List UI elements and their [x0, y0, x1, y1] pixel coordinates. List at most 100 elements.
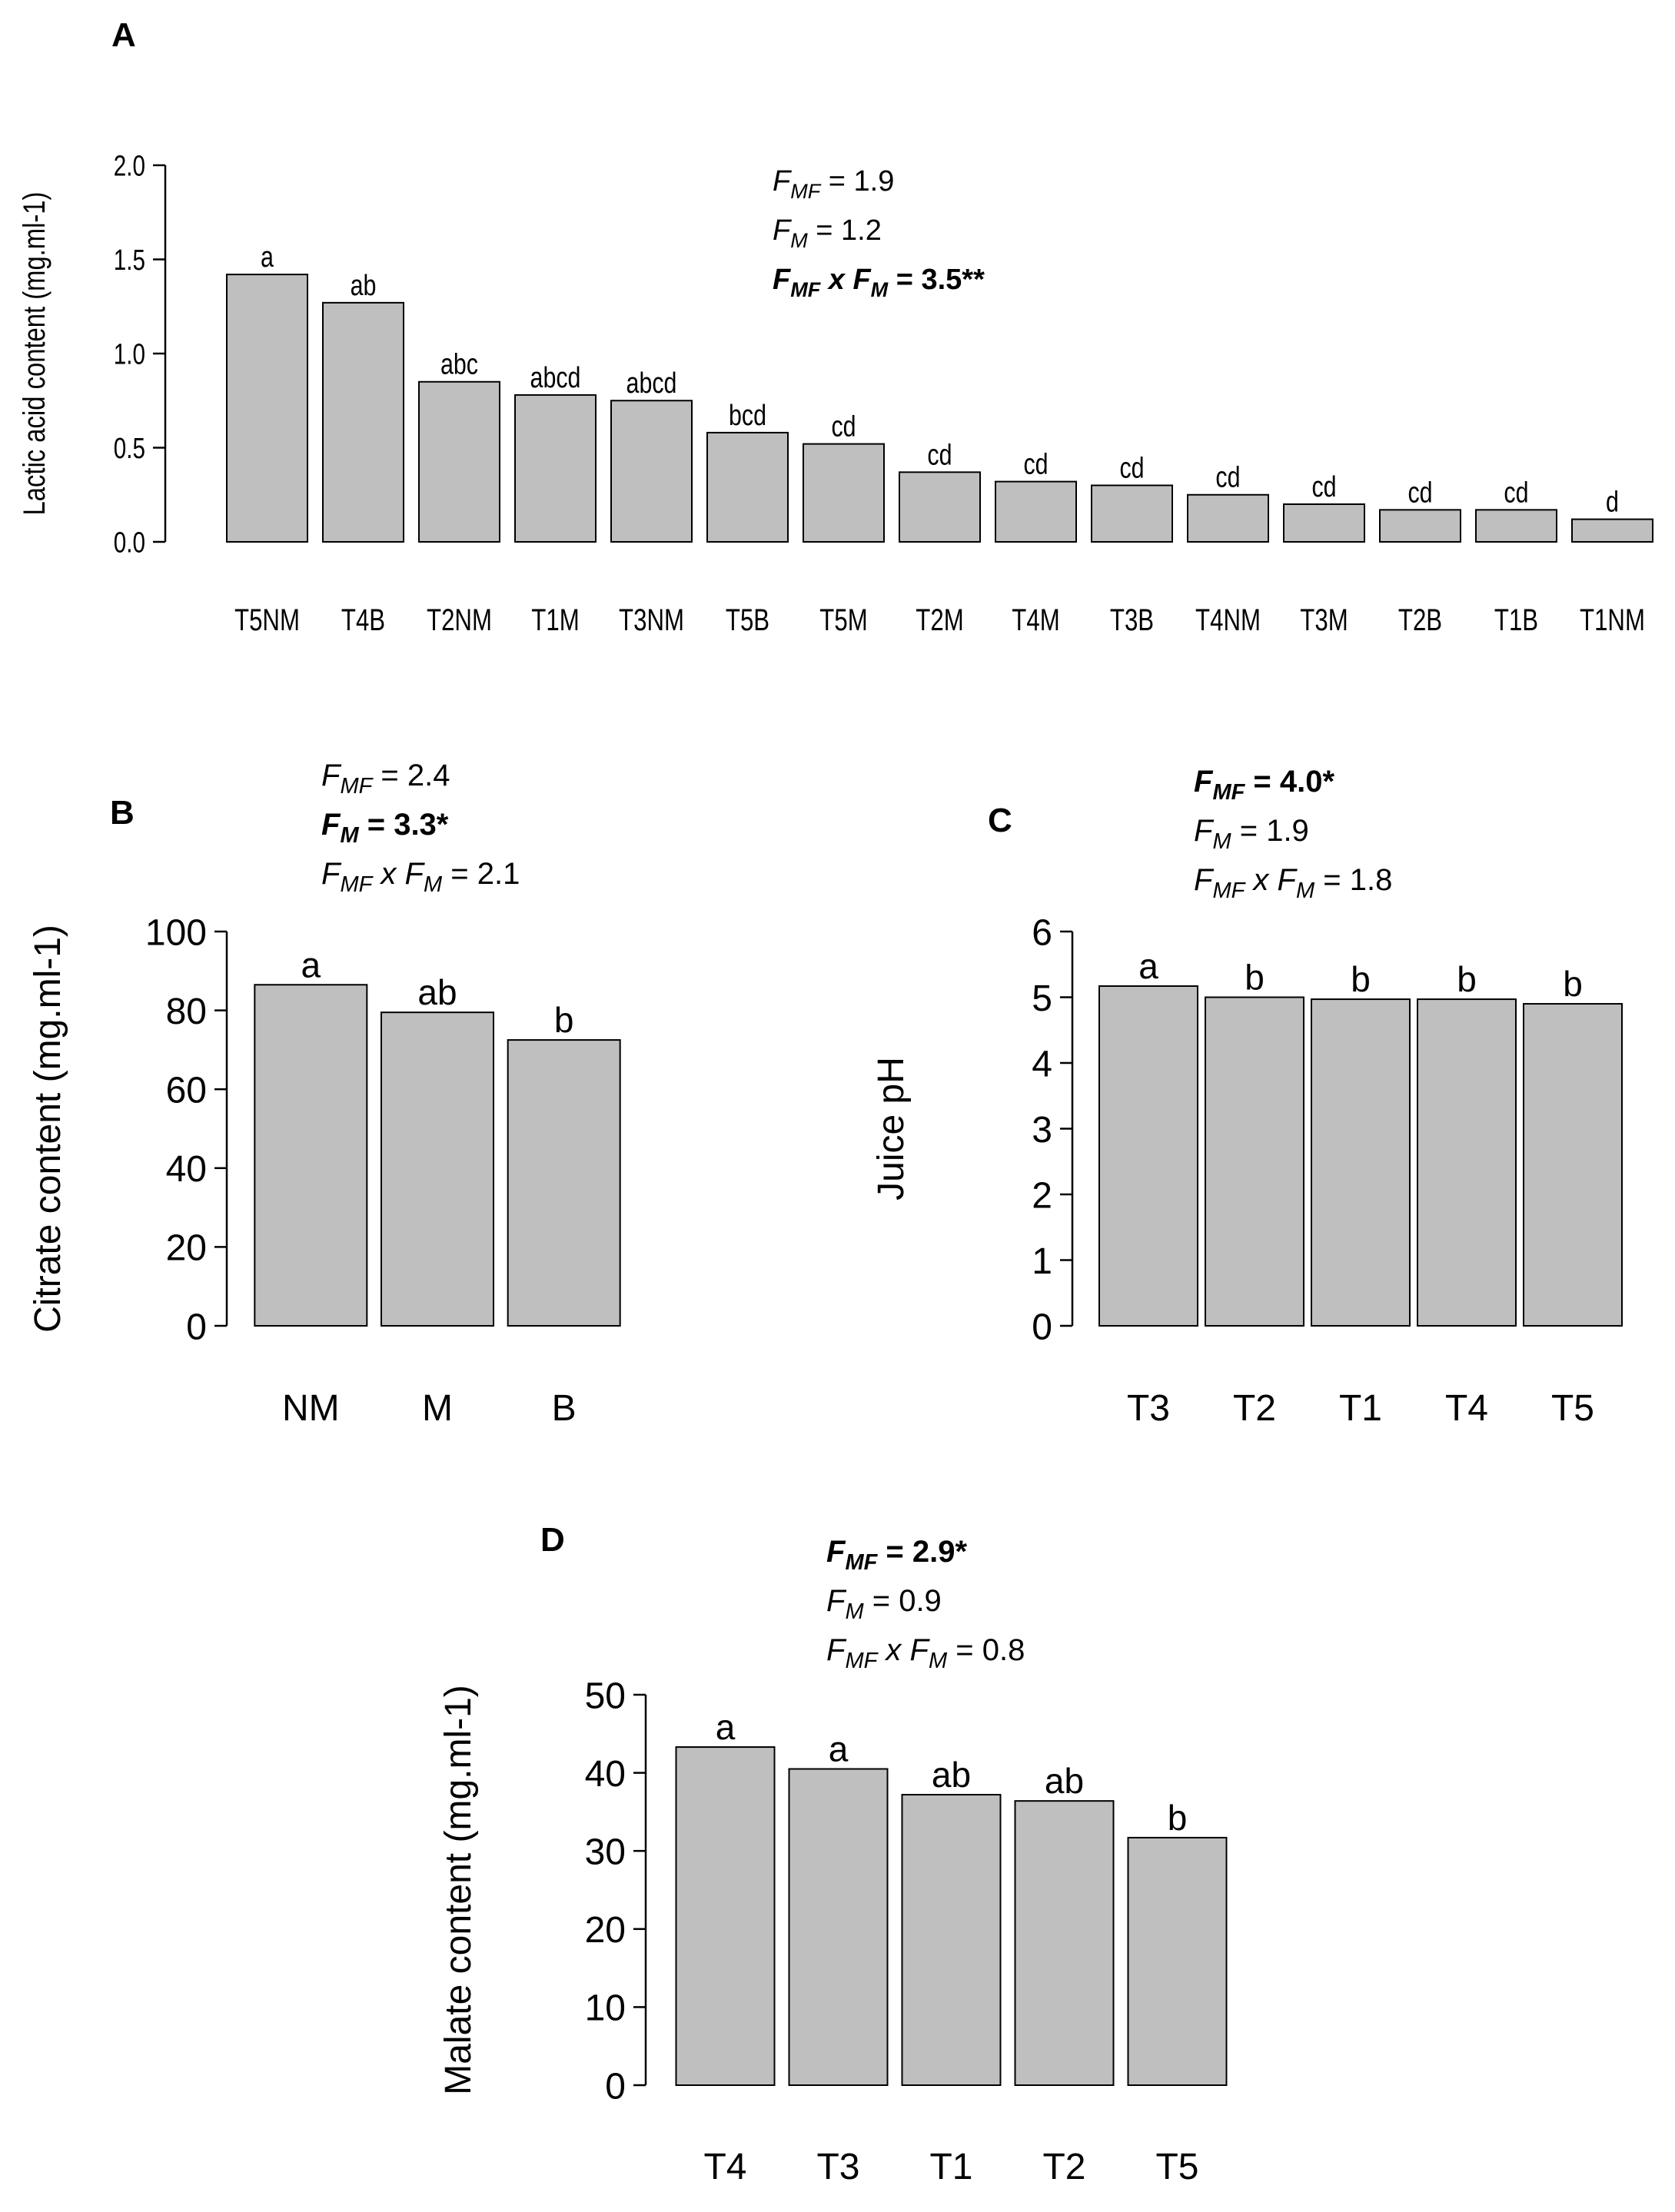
stat-line: FMF = 4.0* [1194, 765, 1335, 805]
significance-letter: ab [417, 972, 457, 1012]
bar-t4 [1417, 998, 1517, 1327]
y-tick-label: 3 [1032, 1110, 1052, 1151]
bar-t4m [995, 480, 1077, 543]
category-label: T1M [531, 603, 579, 637]
significance-letter: d [1606, 486, 1619, 518]
bar-t1m [514, 394, 597, 543]
category-label: T5 [1551, 1388, 1594, 1429]
significance-letter: b [1245, 958, 1265, 998]
stat-line: FMF x FM = 2.1 [321, 857, 520, 897]
significance-letter: b [1351, 959, 1371, 999]
category-label: T2B [1398, 603, 1442, 637]
significance-letter: ab [932, 1755, 971, 1795]
category-label: T4 [703, 2147, 746, 2187]
significance-letter: cd [831, 410, 856, 443]
bar-t5 [1127, 1836, 1228, 2086]
bar-t5m [803, 443, 885, 543]
category-label: T2 [1042, 2147, 1085, 2187]
significance-letter: cd [1407, 477, 1432, 509]
panel-c: C 0 1 2 3 4 5 6 Juice pH a T3 b T2 b T1 b T4 b T5 FMF = 4.0… [871, 765, 1623, 1429]
category-label: T1 [929, 2147, 972, 2187]
significance-letter: b [1168, 1798, 1188, 1838]
panel-d: D 0 10 20 30 40 50 Malate content (mg.ml-1) a T4 a… [438, 1521, 1228, 2187]
stat-line: FM = 1.2 [773, 214, 882, 252]
stats-annotation: FMF = 2.4 FM = 3.3* FMF x FM = 2.1 [321, 759, 520, 897]
panel-letter: D [540, 1521, 565, 1559]
category-label: T2NM [427, 603, 492, 637]
bar-t4 [675, 1746, 776, 2087]
panel-letter: C [988, 802, 1012, 839]
y-tick-label: 0.0 [114, 526, 145, 559]
bar-nm [254, 984, 368, 1327]
stat-line: FMF x FM = 1.8 [1194, 863, 1392, 903]
significance-letter: abcd [530, 362, 581, 394]
y-axis: 0 20 40 60 80 100 [145, 912, 228, 1347]
significance-letter: a [301, 945, 321, 985]
significance-letter: a [261, 241, 274, 274]
category-label: T3B [1110, 603, 1154, 637]
significance-letter: b [554, 1000, 574, 1040]
category-label: T5B [726, 603, 769, 637]
category-label: T4B [341, 603, 385, 637]
stats-annotation: FMF = 1.9 FM = 1.2 FMF x FM = 3.5** [773, 165, 985, 301]
bar-t1 [1311, 998, 1411, 1327]
significance-letter: ab [1045, 1761, 1084, 1801]
stat-line: FMF x FM = 0.8 [826, 1633, 1025, 1673]
bar-t3 [1098, 985, 1198, 1327]
category-label: T4NM [1195, 603, 1261, 637]
significance-letter: cd [1504, 477, 1528, 509]
significance-letter: abc [440, 349, 478, 381]
category-label: B [552, 1388, 577, 1429]
bar-t5b [706, 431, 789, 543]
bar-t2 [1014, 1800, 1115, 2087]
y-axis: 0.0 0.5 1.0 1.5 2.0 [114, 150, 167, 560]
category-label: T3 [816, 2147, 859, 2187]
significance-letter: cd [927, 439, 952, 471]
y-axis-label: Lactic acid content (mg.ml-1) [17, 192, 52, 516]
y-tick-label: 50 [585, 1676, 626, 1716]
category-label: T5 [1155, 2147, 1198, 2187]
category-label: T3NM [619, 603, 684, 637]
panel-letter: B [110, 794, 135, 832]
y-tick-label: 20 [166, 1228, 207, 1269]
significance-letter: cd [1023, 448, 1048, 480]
bar-t3m [1283, 503, 1365, 543]
y-axis: 0 1 2 3 4 5 6 [1032, 912, 1074, 1347]
y-tick-label: 1.5 [114, 244, 145, 277]
bar-t2b [1379, 509, 1461, 543]
bar-t2m [899, 471, 981, 543]
bar-t1nm [1571, 518, 1653, 543]
stat-line: FMF = 2.9* [826, 1535, 968, 1575]
significance-letter: a [716, 1707, 736, 1747]
significance-letter: cd [1215, 462, 1240, 494]
significance-letter: a [1138, 946, 1158, 986]
category-label: T1NM [1580, 603, 1645, 637]
y-tick-label: 2 [1032, 1175, 1052, 1216]
stat-line: FMF x FM = 3.5** [773, 264, 985, 301]
panel-b: B 0 20 40 60 80 100 Citrate content (mg.ml-1) a N… [28, 759, 621, 1429]
y-tick-label: 40 [166, 1149, 207, 1190]
y-tick-label: 5 [1032, 978, 1052, 1019]
bar-t1b [1475, 509, 1557, 543]
category-label: T4 [1445, 1388, 1488, 1429]
category-label: T3M [1300, 603, 1348, 637]
y-tick-label: 2.0 [114, 150, 145, 182]
y-tick-label: 0 [1032, 1307, 1052, 1347]
y-axis-label: Malate content (mg.ml-1) [438, 1685, 479, 2095]
y-tick-label: 0.5 [114, 433, 145, 465]
category-label: NM [282, 1388, 340, 1429]
y-tick-label: 40 [585, 1754, 626, 1795]
y-tick-label: 0 [605, 2066, 626, 2107]
bar-t2nm [418, 380, 500, 543]
significance-letter: cd [1119, 452, 1144, 484]
y-tick-label: 0 [186, 1307, 207, 1347]
bar-t4nm [1187, 493, 1269, 543]
bar-t5 [1523, 1003, 1623, 1327]
stat-line: FM = 0.9 [826, 1584, 942, 1624]
stat-line: FMF = 2.4 [321, 759, 450, 799]
y-tick-label: 30 [585, 1832, 626, 1872]
panel-a: A 0.0 0.5 1.0 1.5 2.0 Lactic acid content (mg.… [17, 16, 1653, 637]
category-label: T1 [1339, 1388, 1382, 1429]
y-tick-label: 1 [1032, 1241, 1052, 1282]
